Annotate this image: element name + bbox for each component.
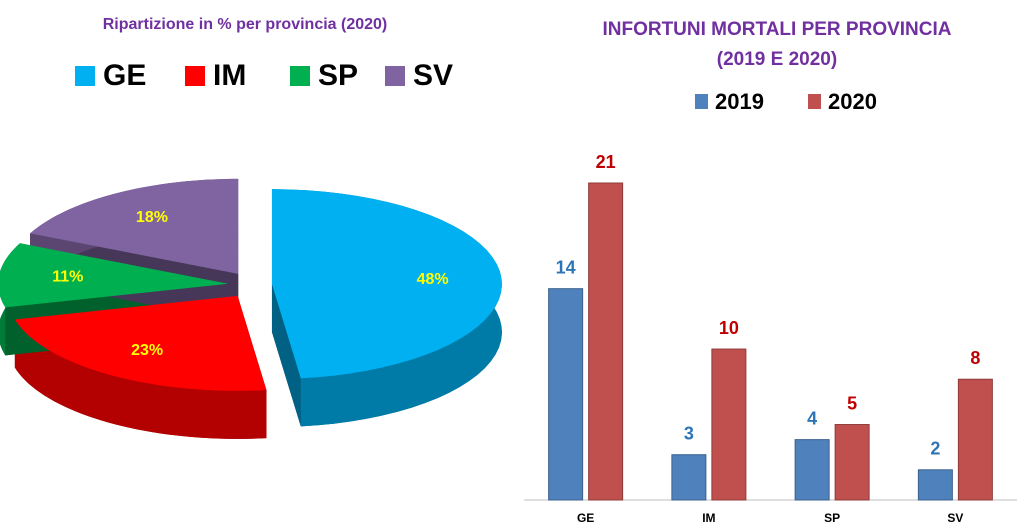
legend-swatch	[695, 94, 708, 109]
bar	[588, 182, 624, 501]
legend-swatch	[808, 94, 821, 109]
bar	[957, 378, 993, 501]
legend-label: SV	[413, 59, 453, 92]
pie-title: Ripartizione in % per provincia (2020)	[103, 16, 388, 33]
bar-title: (2019 E 2020)	[717, 49, 837, 70]
data-label: 48%	[417, 271, 449, 288]
bar	[671, 454, 707, 501]
x-tick-label: GE	[577, 511, 594, 525]
slice-side	[14, 319, 267, 439]
data-label: 2	[930, 439, 940, 459]
bar	[794, 439, 830, 501]
legend-label: 2020	[828, 89, 877, 114]
data-label: 18%	[136, 209, 168, 226]
x-tick-label: SV	[947, 511, 963, 525]
legend-swatch	[290, 66, 310, 86]
data-label: 8	[970, 348, 980, 368]
data-label: 14	[556, 257, 576, 277]
data-label: 3	[684, 423, 694, 443]
legend-swatch	[385, 66, 405, 86]
bar	[917, 469, 953, 501]
data-label: 4	[807, 408, 817, 428]
bar	[548, 288, 584, 501]
x-tick-label: SP	[824, 511, 840, 525]
pie-slice	[30, 178, 239, 274]
bar	[711, 348, 747, 501]
data-label: 10	[719, 318, 739, 338]
slice-side	[271, 284, 301, 427]
legend-swatch	[185, 66, 205, 86]
data-label: 23%	[131, 342, 163, 359]
data-label: 5	[847, 393, 857, 413]
data-label: 11%	[52, 269, 83, 286]
legend-label: SP	[318, 59, 358, 92]
pie-slice	[14, 295, 267, 391]
bar	[834, 424, 870, 501]
data-label: 21	[596, 152, 616, 172]
legend-label: 2019	[715, 89, 764, 114]
pie-slice	[0, 243, 229, 308]
legend-label: GE	[103, 59, 146, 92]
bar-title: INFORTUNI MORTALI PER PROVINCIA	[602, 19, 951, 40]
legend-label: IM	[213, 59, 246, 92]
legend-swatch	[75, 66, 95, 86]
x-tick-label: IM	[702, 511, 715, 525]
pie-slice	[271, 189, 502, 379]
